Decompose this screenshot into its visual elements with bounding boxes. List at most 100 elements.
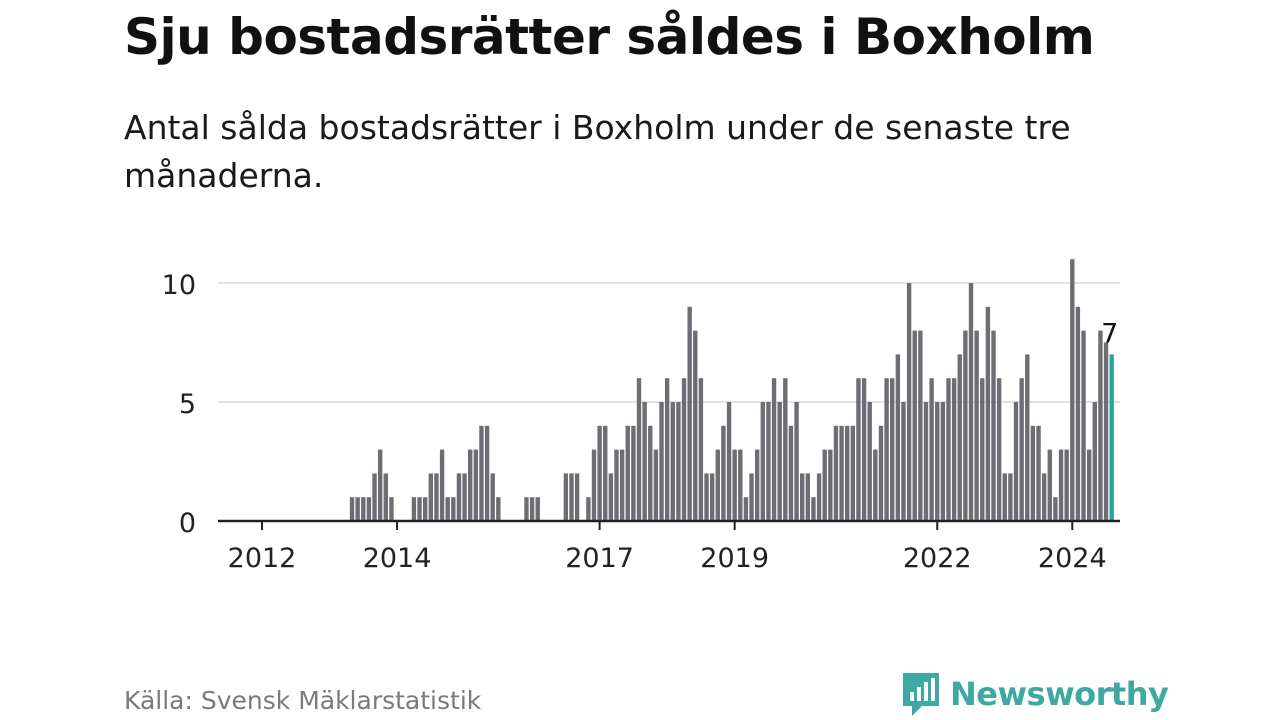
bar — [434, 473, 439, 521]
bar — [389, 497, 394, 521]
bar — [805, 473, 811, 521]
bar — [709, 473, 715, 521]
bar — [1047, 449, 1052, 521]
bar — [794, 402, 799, 521]
bar — [850, 425, 856, 521]
bar — [811, 497, 816, 521]
bar — [496, 497, 501, 521]
bar — [884, 378, 889, 521]
y-tick-label: 0 — [179, 508, 196, 539]
bar — [856, 378, 861, 521]
bar — [715, 449, 720, 521]
bar — [614, 449, 619, 521]
bar — [355, 497, 360, 521]
bar — [1019, 378, 1024, 521]
bar — [845, 425, 850, 521]
bar — [738, 449, 743, 521]
bar — [451, 497, 456, 521]
bar — [1092, 402, 1097, 521]
bar — [918, 330, 923, 521]
bar — [574, 473, 580, 521]
bar — [800, 473, 805, 521]
bar — [479, 425, 484, 521]
bar — [861, 378, 867, 521]
bar — [524, 497, 529, 521]
bar — [878, 425, 884, 521]
bar — [833, 425, 839, 521]
bar — [940, 402, 946, 521]
bar — [569, 473, 574, 521]
bar — [783, 378, 788, 521]
bar — [586, 497, 591, 521]
bar — [529, 497, 535, 521]
bar — [636, 378, 642, 521]
source-note: Källa: Svensk Mäklarstatistik — [124, 686, 482, 715]
bar — [484, 425, 490, 521]
bar — [766, 402, 771, 521]
bar — [1030, 425, 1036, 521]
bar — [1036, 425, 1041, 521]
bar — [929, 378, 934, 521]
bar — [816, 473, 822, 521]
bar — [676, 402, 681, 521]
bar — [968, 283, 974, 521]
bar — [901, 402, 906, 521]
bar — [1041, 473, 1047, 521]
bar — [631, 425, 636, 521]
x-tick-label: 2014 — [363, 543, 432, 574]
bar — [828, 449, 833, 521]
bar — [1103, 342, 1109, 521]
bar — [648, 425, 653, 521]
bar — [698, 378, 704, 521]
bar — [777, 402, 782, 521]
newsworthy-logo-icon — [903, 673, 939, 716]
brand-logo[interactable]: Newsworthy — [900, 670, 1169, 718]
bar — [366, 497, 372, 521]
bar — [732, 449, 737, 521]
chart-subtitle: Antal sålda bostadsrätter i Boxholm unde… — [124, 108, 1071, 195]
bar — [721, 425, 726, 521]
bar — [619, 449, 625, 521]
bar — [681, 378, 687, 521]
chart-title: Sju bostadsrätter såldes i Boxholm — [124, 8, 1095, 66]
bar — [963, 330, 968, 521]
bar — [439, 449, 445, 521]
bar — [771, 378, 777, 521]
bar — [535, 497, 540, 521]
bar — [726, 402, 732, 521]
bar — [822, 449, 827, 521]
bar — [760, 402, 765, 521]
bar — [456, 473, 462, 521]
bar — [377, 449, 383, 521]
highlight-bar — [1109, 354, 1114, 521]
bar — [704, 473, 709, 521]
bar — [991, 330, 996, 521]
bar — [957, 354, 962, 521]
bar — [625, 425, 630, 521]
brand-name: Newsworthy — [950, 675, 1169, 713]
bar — [923, 402, 929, 521]
bar — [349, 497, 355, 521]
y-tick-label: 10 — [162, 270, 196, 301]
bar — [670, 402, 675, 521]
bar — [468, 449, 473, 521]
bar — [608, 473, 614, 521]
bar — [490, 473, 495, 521]
x-tick-label: 2022 — [903, 543, 972, 574]
bar — [603, 425, 608, 521]
bar — [1013, 402, 1019, 521]
bar — [1002, 473, 1007, 521]
y-tick-label: 5 — [179, 389, 196, 420]
x-tick-label: 2017 — [565, 543, 634, 574]
bar — [974, 330, 979, 521]
bar — [1053, 497, 1058, 521]
bar — [1086, 449, 1092, 521]
bar — [890, 378, 895, 521]
bar — [462, 473, 467, 521]
bar — [912, 330, 917, 521]
bar — [895, 354, 901, 521]
bar — [428, 473, 434, 521]
x-tick-label: 2012 — [228, 543, 297, 574]
x-tick-label: 2019 — [700, 543, 769, 574]
bar — [591, 449, 597, 521]
